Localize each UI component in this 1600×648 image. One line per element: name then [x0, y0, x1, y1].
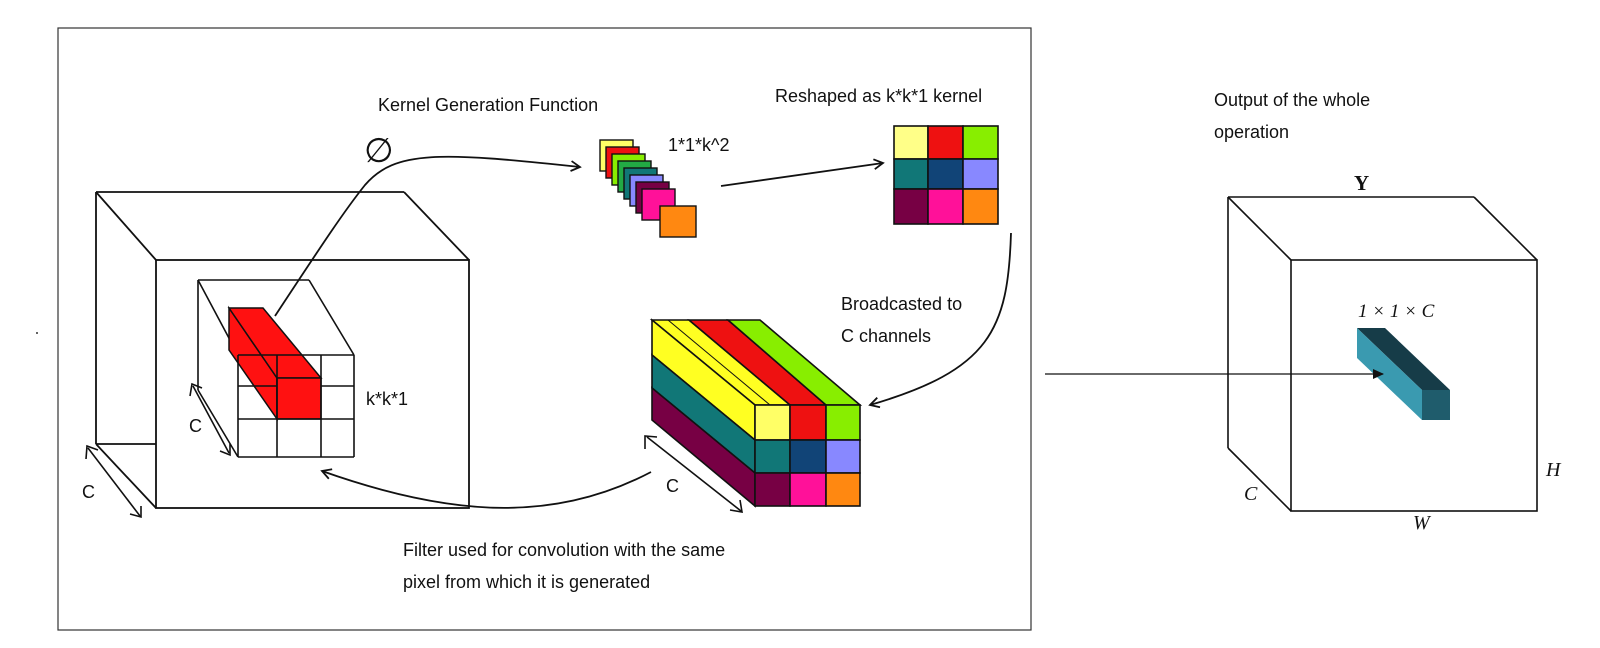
output-patch-label: 1 × 1 × C [1358, 301, 1435, 322]
c-arrow-broadcast [644, 435, 743, 513]
phi-symbol: ∅ [364, 131, 394, 171]
output-y-label: Y [1354, 171, 1370, 195]
c-label-broadcast: C [666, 476, 679, 496]
broadcast-label-line2: C channels [841, 326, 932, 346]
output-c-label: C [1244, 483, 1258, 505]
c-arrow-outer [85, 444, 142, 519]
broadcast-label: Broadcasted to C channels [841, 288, 962, 352]
kernel-generation-arrow [274, 155, 582, 317]
broadcast-block [649, 318, 863, 508]
convolution-arrow [320, 468, 652, 509]
output-w-label: W [1413, 512, 1430, 534]
c-label-inner: C [189, 416, 202, 436]
output-patch-top [1357, 328, 1450, 390]
output-cube [1227, 196, 1538, 512]
extracted-pixel-column [227, 305, 323, 422]
filter-caption-line2: pixel from which it is generated [403, 572, 651, 592]
output-h-label: H [1546, 459, 1561, 481]
kk1-label: k*k*1 [366, 389, 409, 409]
kernel-generation-label: Kernel Generation Function [378, 95, 599, 115]
stray-dot [36, 332, 38, 334]
red-column-front [276, 377, 322, 420]
filter-caption-line1: Filter used for convolution with the sam… [403, 540, 726, 560]
c-arrow-inner [189, 382, 231, 457]
reshape-arrow [720, 158, 885, 187]
output-patch [1357, 328, 1450, 420]
output-patch-side [1422, 390, 1450, 420]
broadcast-label-line1: Broadcasted to [841, 294, 963, 314]
output-patch-front [1357, 328, 1422, 420]
output-title-line2: operation [1214, 122, 1290, 142]
c-label-outer: C [82, 482, 95, 502]
output-title-line1: Output of the whole [1214, 90, 1371, 110]
reshaped-kernel-grid [893, 125, 999, 225]
broadcast-arrow [868, 232, 1012, 409]
main-frame [57, 27, 1032, 631]
filter-caption: Filter used for convolution with the sam… [403, 534, 725, 598]
vector-size-label: 1*1*k^2 [668, 135, 730, 155]
generated-kernel-vector [599, 139, 697, 238]
kk1-grid [237, 354, 355, 458]
output-title: Output of the whole operation [1214, 84, 1370, 148]
reshaped-label: Reshaped as k*k*1 kernel [775, 86, 983, 106]
